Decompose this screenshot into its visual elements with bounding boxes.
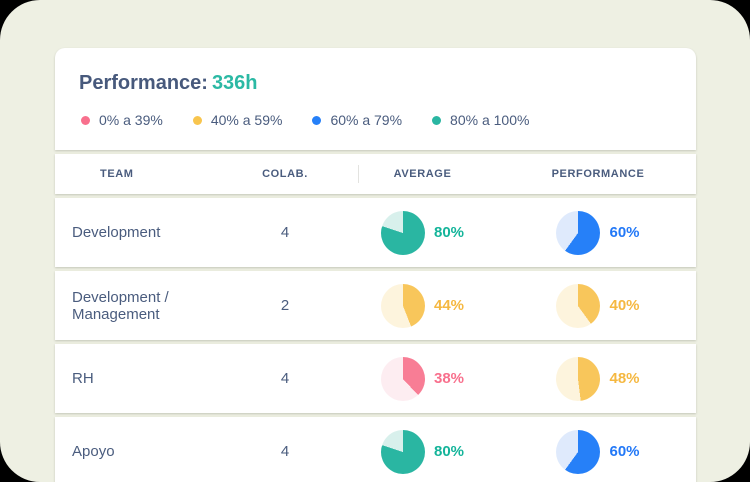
table-row[interactable]: RH 4 38% 48% <box>55 344 696 413</box>
performance-percent: 60% <box>609 443 640 460</box>
title-value: 336h <box>211 72 258 94</box>
average-cell: 44% <box>345 283 500 328</box>
title-label: Performance: <box>79 72 208 94</box>
average-percent: 80% <box>433 443 465 460</box>
average-pie-chart <box>380 210 425 255</box>
colab-count: 2 <box>280 297 290 314</box>
table-header-row: TEAM COLAB. AVERAGE PERFORMANCE <box>55 154 696 194</box>
table-row[interactable]: Development / Management 2 44% 40% <box>55 271 696 340</box>
legend-item-60-79: 60% a 79% <box>312 112 402 128</box>
performance-card: Performance: 336h 0% a 39% 40% a 59% 60% … <box>55 48 696 482</box>
column-divider <box>358 165 359 183</box>
legend-dot-icon <box>312 115 322 125</box>
legend-label: 60% a 79% <box>330 112 403 128</box>
column-header-colab: COLAB. <box>262 168 308 180</box>
legend-dot-icon <box>432 115 442 125</box>
legend-item-0-39: 0% a 39% <box>81 112 163 128</box>
legend: 0% a 39% 40% a 59% 60% a 79% 80% a 100% <box>79 112 672 128</box>
performance-pie-chart <box>556 429 601 474</box>
team-name: Development / Management <box>72 288 169 323</box>
average-percent: 44% <box>433 297 465 314</box>
colab-count: 4 <box>280 370 290 387</box>
legend-item-80-100: 80% a 100% <box>432 112 529 128</box>
legend-label: 0% a 39% <box>99 112 163 128</box>
performance-pie-chart <box>556 356 601 401</box>
performance-pie-chart <box>556 210 601 255</box>
colab-count: 4 <box>280 443 290 460</box>
performance-cell: 40% <box>500 283 696 328</box>
average-pie-chart <box>380 356 425 401</box>
page-title: Performance: 336h <box>79 70 672 96</box>
colab-count: 4 <box>280 224 290 241</box>
legend-dot-icon <box>81 115 90 125</box>
average-percent: 38% <box>433 370 465 387</box>
performance-percent: 60% <box>609 224 640 241</box>
average-percent: 80% <box>433 224 465 241</box>
card-header: Performance: 336h 0% a 39% 40% a 59% 60% … <box>55 48 696 150</box>
legend-item-40-59: 40% a 59% <box>192 112 283 128</box>
performance-pie-chart <box>556 283 601 328</box>
table-row[interactable]: Development 4 80% 60% <box>55 198 696 267</box>
column-header-performance: PERFORMANCE <box>551 168 645 180</box>
performance-cell: 60% <box>500 429 696 474</box>
average-pie-chart <box>380 429 425 474</box>
performance-cell: 60% <box>500 210 696 255</box>
team-name: Apoyo <box>72 443 115 460</box>
performance-percent: 40% <box>609 297 640 314</box>
average-pie-chart <box>380 283 425 328</box>
column-header-average: AVERAGE <box>393 168 452 180</box>
average-cell: 38% <box>345 356 500 401</box>
average-cell: 80% <box>345 429 500 474</box>
column-header-team: TEAM <box>100 168 134 180</box>
average-cell: 80% <box>345 210 500 255</box>
legend-label: 80% a 100% <box>450 112 530 128</box>
team-name: Development <box>72 224 161 241</box>
legend-label: 40% a 59% <box>210 112 283 128</box>
performance-cell: 48% <box>500 356 696 401</box>
team-name: RH <box>72 370 94 387</box>
table-row[interactable]: Apoyo 4 80% 60% <box>55 417 696 482</box>
legend-dot-icon <box>192 115 202 125</box>
performance-percent: 48% <box>609 370 640 387</box>
